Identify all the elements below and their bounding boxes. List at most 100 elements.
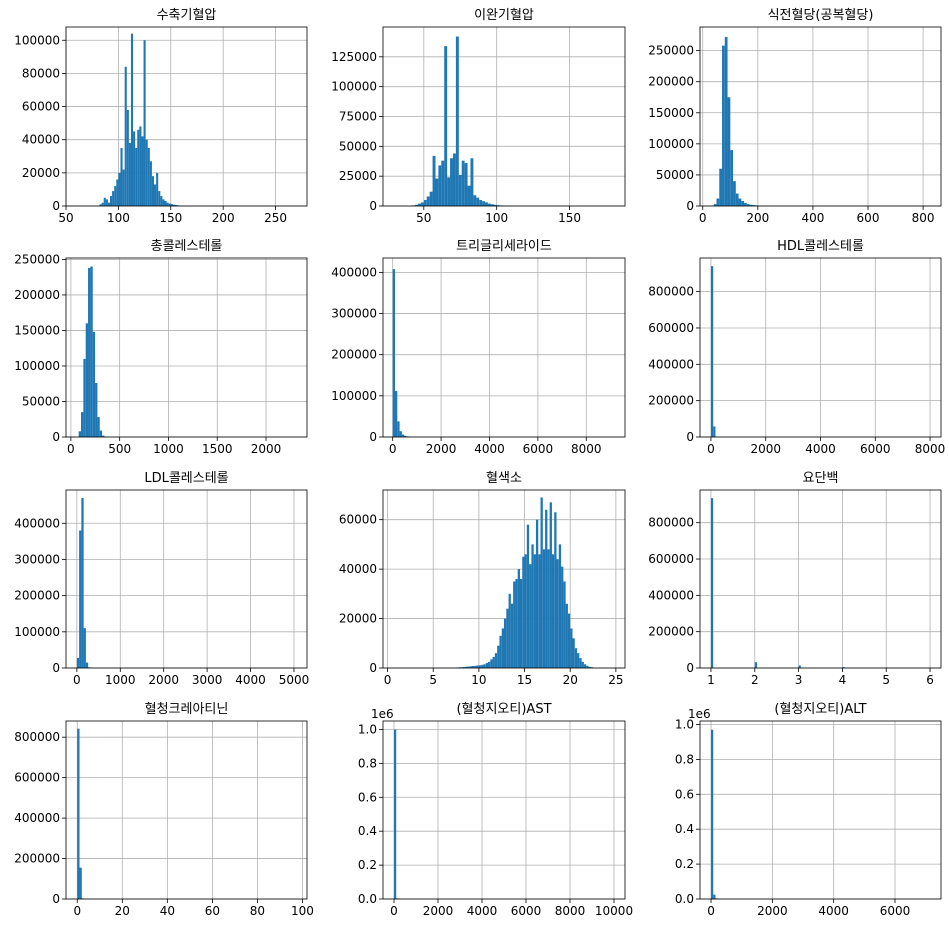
histogram-bar: [493, 204, 497, 206]
y-tick-label: 200000: [648, 625, 694, 639]
histogram-bar: [533, 554, 536, 668]
x-tick-label: 6: [926, 673, 934, 687]
y-tick-label: 0: [369, 661, 377, 675]
histogram-bar: [481, 664, 484, 668]
y-tick-label: 400000: [14, 516, 60, 530]
histogram-bar: [727, 97, 731, 206]
histogram-bar: [467, 185, 471, 206]
y-tick-label: 100000: [14, 33, 60, 47]
histogram-bar: [79, 867, 82, 899]
histogram-bar: [513, 581, 516, 668]
histogram-bar: [722, 45, 725, 207]
histogram-bar: [154, 184, 157, 206]
histogram-bar: [713, 426, 716, 437]
histogram-bar: [458, 174, 462, 206]
histogram-bar: [526, 524, 530, 668]
histogram-bar: [444, 46, 448, 206]
histogram-bar: [487, 203, 491, 206]
y-tick-label: 0: [52, 199, 60, 213]
histogram-bar: [450, 158, 453, 206]
y-tick-label: 300000: [331, 307, 377, 321]
histogram-bar: [713, 894, 716, 899]
y-tick-label: 800000: [648, 285, 694, 299]
histogram-bar: [465, 666, 468, 668]
x-tick-label: 8000: [915, 442, 946, 456]
y-tick-label: 100000: [648, 137, 694, 151]
histogram-bar: [710, 266, 714, 437]
histogram-bar: [752, 205, 756, 206]
x-tick-label: 10: [471, 673, 486, 687]
histogram-bar: [529, 564, 532, 668]
subplot-11: 0 2000 4000 6000 8000 10000 0.0 0.2 0.4 0.6 0.8 1.0…: [358, 702, 633, 918]
x-tick-label: 5: [882, 673, 890, 687]
subplot-9: 1 2 3 4 5 6 0 200000 400000 600000 800000 요단백: [648, 471, 942, 687]
x-tick-label: 500: [108, 442, 131, 456]
histogram-bar: [438, 165, 442, 206]
histogram-bar: [77, 728, 80, 899]
histogram-bar: [81, 412, 84, 437]
histogram-bar: [85, 662, 89, 668]
histogram-bar: [432, 155, 436, 206]
subplot-title: 트리글리세라이드: [456, 239, 552, 254]
y-tick-label: 0.0: [358, 892, 377, 906]
histogram-bar: [551, 554, 555, 668]
histogram-bar: [556, 559, 559, 668]
histogram-bar: [488, 661, 491, 668]
y-tick-label: 50000: [339, 139, 377, 153]
y-tick-label: 200000: [648, 394, 694, 408]
x-tick-label: 250: [264, 211, 287, 225]
histogram-bar: [485, 663, 489, 668]
y-tick-label: 0.6: [358, 790, 377, 804]
histogram-bar: [417, 203, 421, 206]
subplot-title: 총콜레스테롤: [151, 239, 223, 254]
histogram-bar: [126, 109, 129, 206]
x-tick-label: 200: [746, 211, 769, 225]
histogram-bar: [435, 178, 439, 206]
histogram-bar: [738, 198, 742, 206]
histogram-bar: [490, 659, 493, 668]
histogram-bar: [558, 544, 562, 668]
x-tick-label: 80: [250, 904, 265, 918]
histogram-bar: [429, 191, 433, 206]
subplot-title: (혈청지오티)AST: [456, 702, 551, 717]
y-tick-label: 400000: [14, 811, 60, 825]
y-tick-label: 200000: [331, 348, 377, 362]
histogram-bar: [162, 199, 165, 206]
histogram-bar: [145, 139, 148, 206]
x-tick-label: 8000: [571, 442, 602, 456]
histogram-bar: [719, 168, 723, 206]
histogram-bar: [538, 554, 541, 668]
y-tick-label: 150000: [14, 323, 60, 337]
histogram-bar: [506, 608, 509, 668]
histogram-bar: [124, 66, 127, 207]
x-tick-label: 5000: [279, 673, 310, 687]
y-tick-label: 0: [686, 661, 694, 675]
y-tick-label: 300000: [14, 552, 60, 566]
histogram-bar: [85, 323, 89, 437]
histogram-bar: [103, 197, 106, 206]
histogram-bar: [540, 497, 543, 668]
histogram-bar: [447, 177, 451, 206]
histogram-bar: [133, 131, 136, 206]
x-tick-label: 100: [107, 211, 130, 225]
y-tick-label: 0.4: [358, 824, 377, 838]
histogram-bar: [83, 358, 86, 437]
y-tick-label: 400000: [331, 265, 377, 279]
histogram-bar: [524, 554, 527, 668]
histogram-bar: [741, 201, 745, 206]
histogram-bar: [394, 729, 397, 899]
y-tick-label: 0: [369, 199, 377, 213]
y-tick-label: 100000: [14, 359, 60, 373]
x-tick-label: 0: [384, 673, 392, 687]
y-tick-label: 0: [52, 661, 60, 675]
x-tick-label: 4000: [805, 442, 836, 456]
histogram-bar: [394, 390, 398, 437]
histogram-bar: [166, 202, 169, 206]
y-tick-label: 400000: [648, 357, 694, 371]
histogram-bar: [469, 666, 473, 668]
y-tick-label: 20000: [339, 612, 377, 626]
histogram-bar: [399, 431, 402, 437]
axes-frame: [65, 26, 308, 207]
x-tick-label: 100: [485, 211, 508, 225]
histogram-bar: [583, 664, 587, 668]
